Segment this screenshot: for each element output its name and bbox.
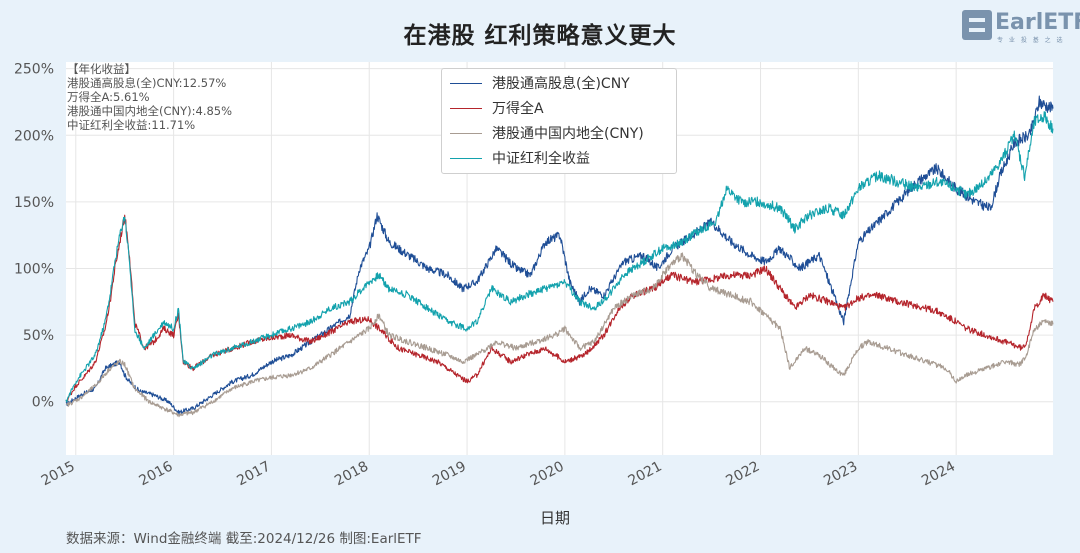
legend-label: 万得全A <box>492 101 544 117</box>
x-tick-label: 2020 <box>528 458 567 489</box>
annual-returns-heading: 【年化收益】 <box>67 62 136 76</box>
y-tick-label: 0% <box>32 395 54 411</box>
y-tick-label: 200% <box>14 128 54 144</box>
x-tick-label: 2016 <box>136 458 175 489</box>
legend-item: 万得全A <box>450 97 544 119</box>
y-tick-label: 250% <box>14 62 54 78</box>
x-tick-label: 2024 <box>919 458 958 489</box>
annual-return-line: 港股通高股息(全)CNY:12.57% <box>67 76 227 90</box>
x-tick-label: 2023 <box>821 458 860 489</box>
annual-return-line: 万得全A:5.61% <box>67 90 150 104</box>
x-tick-label: 2021 <box>626 458 665 489</box>
logo-subtitle: 专 业 投 基 之 选 <box>997 37 1065 44</box>
legend-item: 港股通高股息(全)CNY <box>450 72 630 94</box>
legend-label: 中证红利全收益 <box>492 151 590 167</box>
legend-item: 中证红利全收益 <box>450 147 590 169</box>
annual-return-line: 中证红利全收益:11.71% <box>67 118 196 132</box>
x-tick-label: 2015 <box>39 458 78 489</box>
x-tick-label: 2018 <box>332 458 371 489</box>
legend-swatch <box>450 157 482 159</box>
logo-mark-icon <box>962 10 992 40</box>
x-axis-title: 日期 <box>540 509 571 527</box>
x-tick-label: 2017 <box>234 458 273 489</box>
legend-label: 港股通中国内地全(CNY) <box>492 126 644 142</box>
legend-item: 港股通中国内地全(CNY) <box>450 122 644 144</box>
legend-label: 港股通高股息(全)CNY <box>492 76 630 92</box>
x-tick-label: 2019 <box>430 458 469 489</box>
y-tick-label: 50% <box>23 328 54 344</box>
chart-title: 在港股 红利策略意义更大 <box>403 23 677 49</box>
brand-logo: EarlETF 专 业 投 基 之 选 <box>962 10 1080 44</box>
annual-returns-box: 【年化收益】 港股通高股息(全)CNY:12.57% 万得全A:5.61% 港股… <box>67 62 232 132</box>
series-line <box>65 111 1054 403</box>
series-line <box>65 252 1054 418</box>
data-source-note: 数据来源：Wind金融终端 截至:2024/12/26 制图:EarlETF <box>66 531 422 547</box>
logo-text: EarlETF <box>995 10 1080 35</box>
y-tick-label: 150% <box>14 195 54 211</box>
legend-swatch <box>450 107 482 109</box>
annual-return-line: 港股通中国内地全(CNY):4.85% <box>67 104 233 118</box>
chart-legend: 港股通高股息(全)CNY 万得全A 港股通中国内地全(CNY) 中证红利全收益 <box>441 68 677 174</box>
legend-swatch <box>450 132 482 134</box>
series-line <box>65 95 1054 415</box>
series-line <box>65 214 1054 402</box>
y-tick-label: 100% <box>14 261 54 277</box>
legend-swatch <box>450 82 482 84</box>
x-tick-label: 2022 <box>723 458 762 489</box>
